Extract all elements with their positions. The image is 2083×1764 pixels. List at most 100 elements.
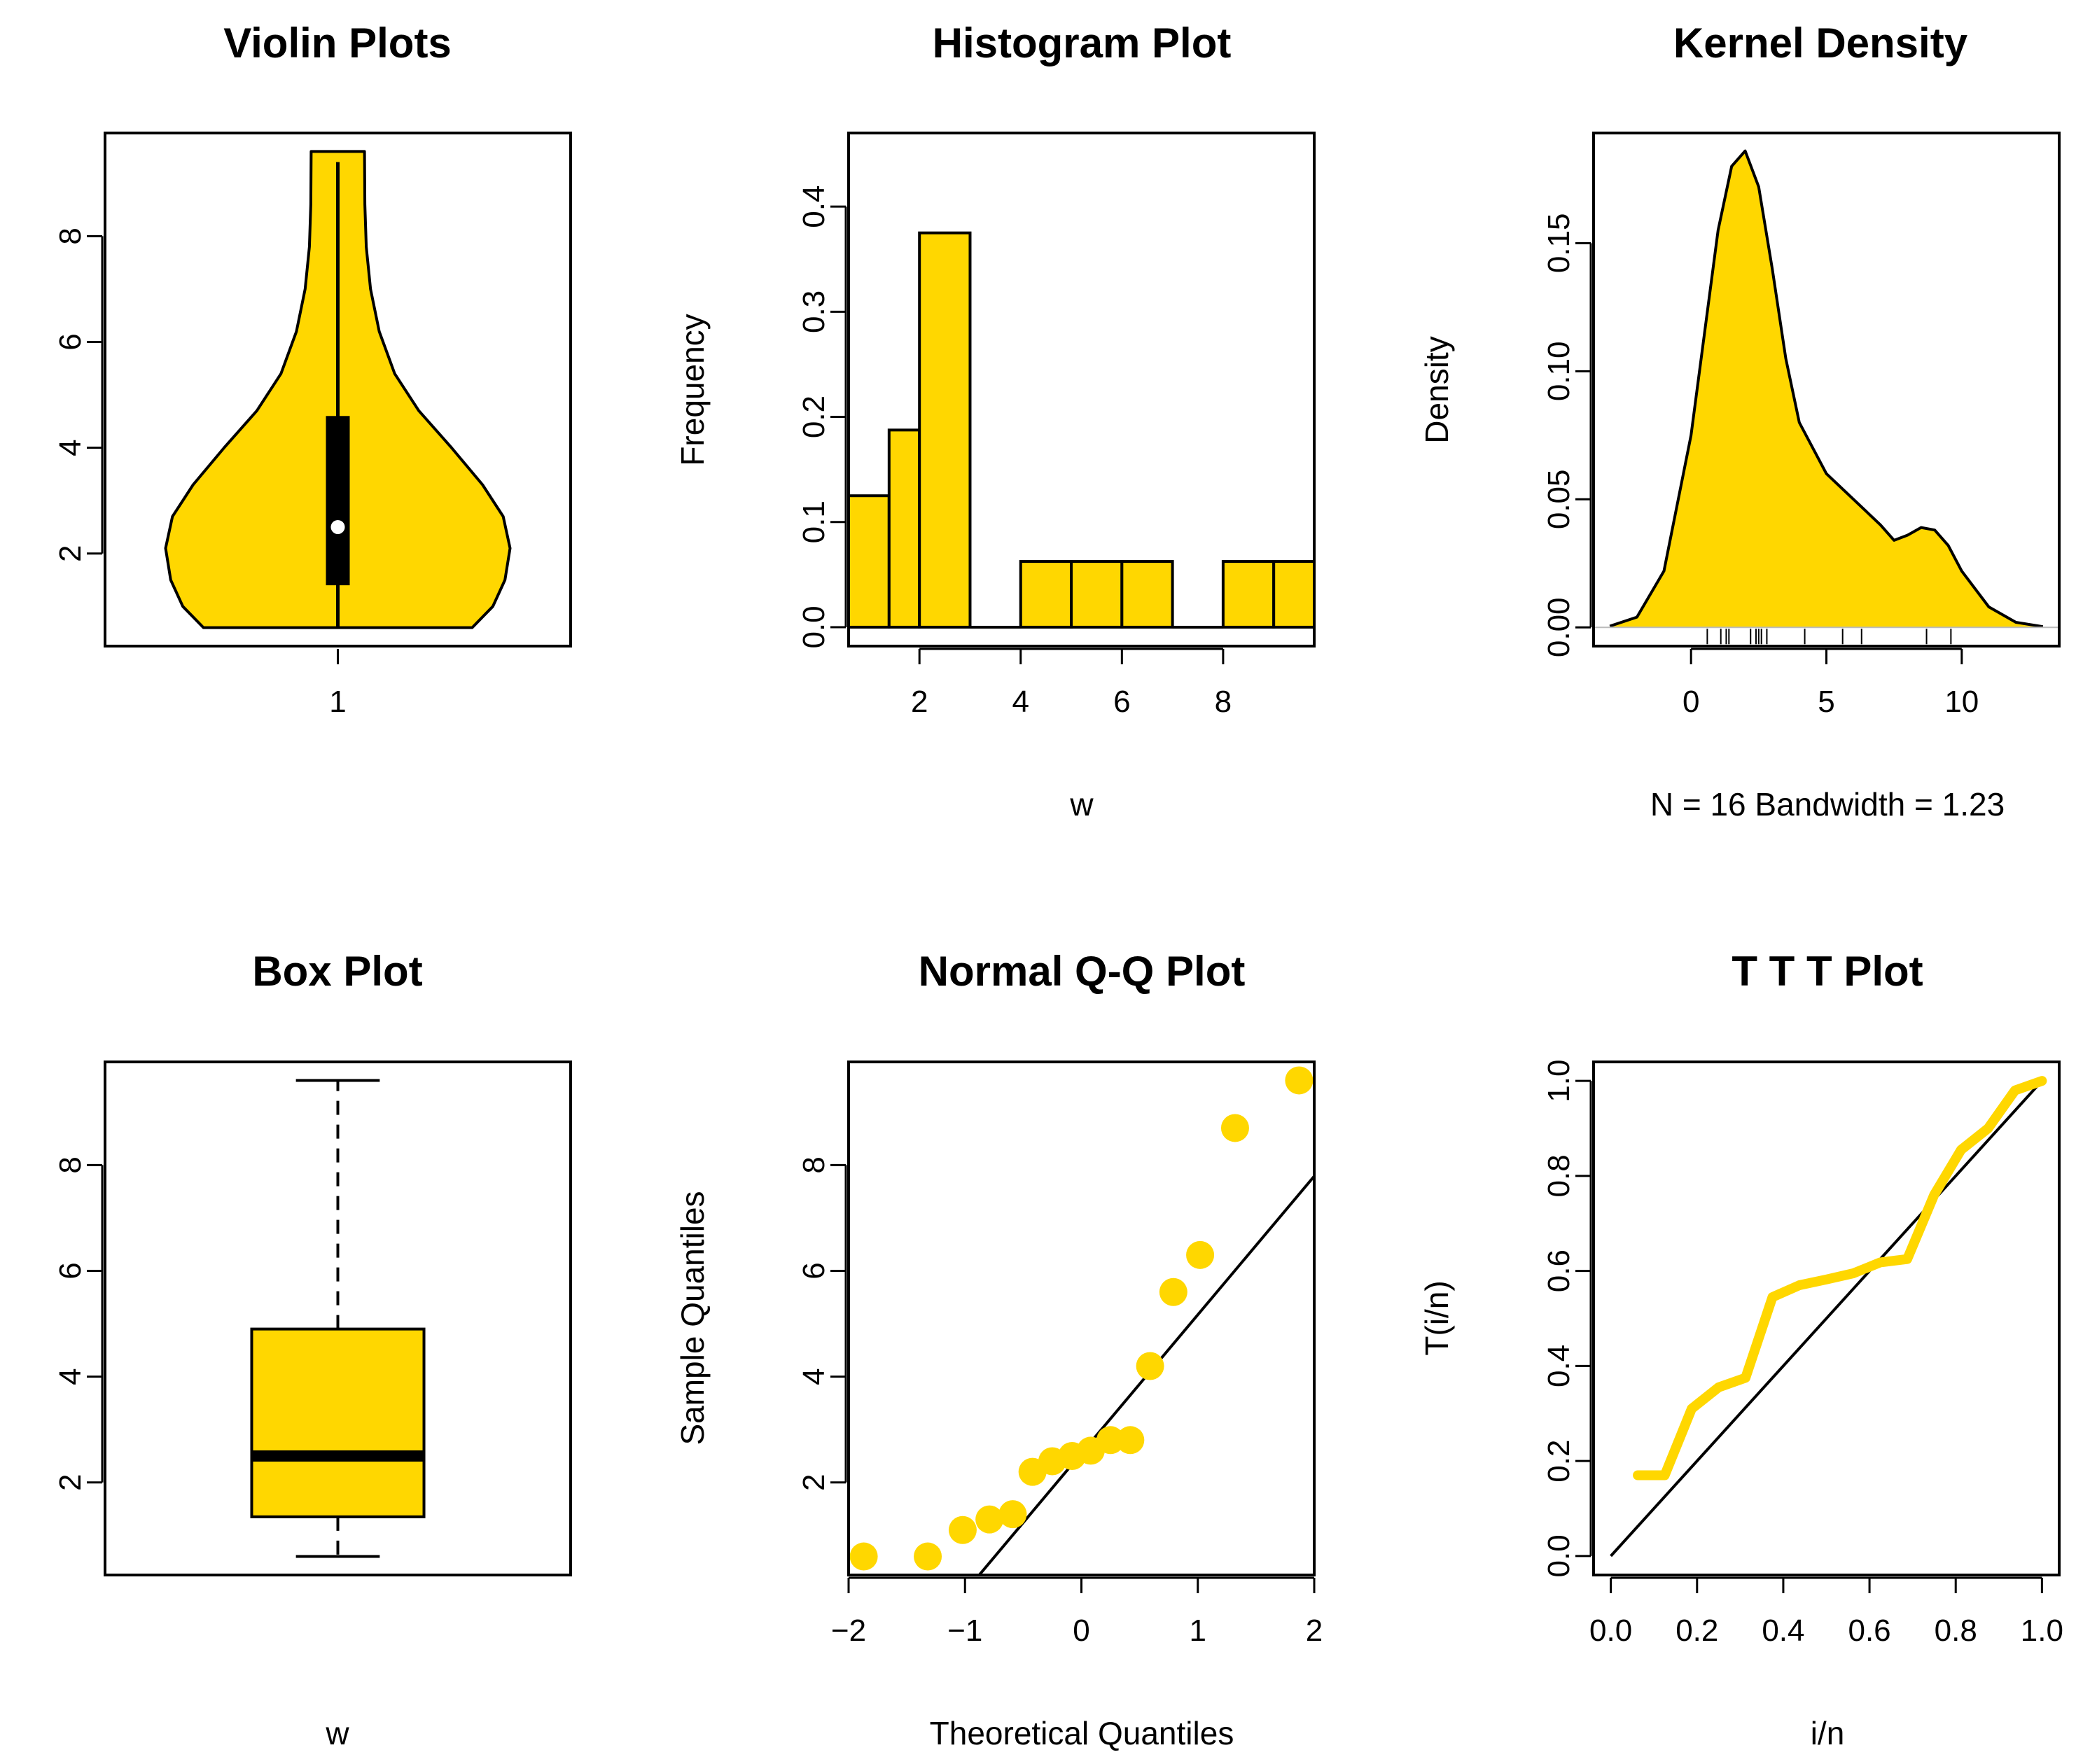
qq-point — [1220, 1114, 1249, 1142]
kde-x-tick-label: 10 — [1944, 685, 1979, 719]
violin-y-tick-label: 6 — [53, 333, 88, 350]
qq-point — [1116, 1426, 1145, 1455]
kde-y-tick-label: 0.00 — [1542, 597, 1576, 657]
kde-x-axis: 0 5 10 — [1683, 648, 1979, 719]
histogram-bar — [1070, 560, 1124, 629]
histogram-y-tick-label: 0.0 — [797, 606, 831, 648]
histogram-y-tick-label: 0.3 — [797, 290, 831, 333]
histogram-title: Histogram Plot — [933, 20, 1232, 66]
kde-y-tick-label: 0.10 — [1542, 342, 1576, 402]
ttt-x-label: i/n — [1811, 1715, 1845, 1751]
histogram-y-tick-label: 0.2 — [797, 396, 831, 438]
boxplot-box — [250, 1327, 426, 1518]
qq-point — [914, 1542, 942, 1571]
kde-y-tick-label: 0.05 — [1542, 469, 1576, 529]
ttt-x-tick-label: 0.4 — [1762, 1614, 1804, 1648]
kde-area-fill — [1610, 150, 2043, 628]
qq-point — [948, 1516, 977, 1544]
boxplot-y-tick-label: 4 — [53, 1368, 88, 1385]
qq-x-tick-label: −2 — [831, 1614, 866, 1648]
histogram-bar — [887, 428, 921, 629]
ttt-plot-area — [1610, 1076, 2047, 1558]
histogram-x-tick-label: 2 — [911, 685, 928, 719]
histogram-bar — [1272, 560, 1316, 629]
qq-x-tick-label: 0 — [1073, 1614, 1089, 1648]
histogram-panel: Histogram Plot Frequency w 0.00.10.20.30… — [674, 20, 1316, 822]
kde-frame — [1592, 132, 2061, 648]
kde-y-tick-label: 0.15 — [1542, 214, 1576, 274]
qq-panel: Normal Q-Q Plot Sample Quantiles Theoret… — [674, 948, 1323, 1751]
kde-plot-area — [1594, 149, 2059, 645]
violin-median-point — [330, 519, 345, 534]
qq-y-label: Sample Quantiles — [674, 1191, 711, 1445]
histogram-y-label: Frequency — [674, 314, 711, 465]
qq-point — [1096, 1426, 1125, 1455]
boxplot-panel: Box Plot w 2 4 6 8 — [53, 948, 572, 1751]
histogram-x-tick-label: 4 — [1012, 685, 1029, 719]
ttt-y-tick-label: 0.4 — [1542, 1345, 1576, 1387]
boxplot-y-tick-label: 8 — [53, 1156, 88, 1173]
histogram-x-tick-label: 6 — [1113, 685, 1130, 719]
qq-y-axis: 2 4 6 8 — [797, 1156, 847, 1491]
ttt-x-tick-label: 0.2 — [1676, 1614, 1718, 1648]
qq-x-label: Theoretical Quantiles — [930, 1715, 1234, 1751]
histogram-x-label: w — [1069, 786, 1094, 822]
qq-x-tick-label: 1 — [1190, 1614, 1206, 1648]
violin-x-tick-label: 1 — [329, 685, 346, 719]
histogram-frame — [847, 132, 1316, 648]
violin-title: Violin Plots — [223, 20, 452, 66]
ttt-y-tick-label: 0.8 — [1542, 1154, 1576, 1197]
ttt-y-tick-label: 1.0 — [1542, 1060, 1576, 1102]
kde-y-axis: 0.00 0.05 0.10 0.15 — [1542, 214, 1592, 657]
ttt-panel: T T T Plot T(i/n) i/n 0.0 0.2 0.4 0.6 0.8 1.0… — [1419, 948, 2063, 1751]
histogram-bar — [1120, 560, 1174, 629]
qq-x-tick-label: −1 — [947, 1614, 982, 1648]
boxplot-title: Box Plot — [252, 948, 422, 995]
qq-y-tick-label: 6 — [797, 1262, 831, 1279]
histogram-bar — [847, 494, 891, 629]
boxplot-x-label: w — [325, 1715, 349, 1751]
qq-x-axis: −2 −1 0 1 2 — [831, 1576, 1323, 1648]
kde-y-label: Density — [1419, 336, 1455, 443]
qq-point — [849, 1542, 878, 1571]
boxplot-plot-area — [250, 1079, 426, 1558]
histogram-bar — [1221, 560, 1276, 629]
qq-y-tick-label: 2 — [797, 1474, 831, 1491]
kde-x-tick-label: 0 — [1683, 685, 1699, 719]
violin-y-tick-label: 4 — [53, 439, 88, 456]
kde-density-line — [1609, 149, 2044, 629]
ttt-y-tick-label: 0.6 — [1542, 1250, 1576, 1292]
ttt-y-tick-label: 0.2 — [1542, 1440, 1576, 1483]
violin-y-tick-label: 2 — [53, 545, 88, 562]
kde-x-label: N = 16 Bandwidth = 1.23 — [1650, 786, 2005, 822]
histogram-x-tick-label: 8 — [1215, 685, 1232, 719]
histogram-bar — [918, 231, 972, 629]
ttt-y-label: T(i/n) — [1419, 1280, 1455, 1355]
qq-point — [998, 1500, 1027, 1529]
ttt-x-tick-label: 0.6 — [1848, 1614, 1890, 1648]
qq-title: Normal Q-Q Plot — [919, 948, 1246, 995]
kde-panel: Kernel Density Density N = 16 Bandwidth … — [1419, 20, 2061, 822]
violin-x-axis: 1 — [329, 649, 347, 719]
ttt-y-axis: 0.0 0.2 0.4 0.6 0.8 1.0 — [1542, 1060, 1592, 1577]
violin-panel: Violin Plots 2 4 6 8 1 — [53, 20, 572, 719]
ttt-y-tick-label: 0.0 — [1542, 1534, 1576, 1577]
ttt-x-tick-label: 0.8 — [1935, 1614, 1977, 1648]
ttt-curve — [1633, 1076, 2047, 1480]
boxplot-y-axis: 2 4 6 8 — [53, 1156, 104, 1491]
histogram-plot-area — [847, 231, 1316, 629]
qq-y-tick-label: 8 — [797, 1156, 831, 1173]
histogram-x-axis: 2 4 6 8 — [911, 648, 1232, 719]
qq-point — [1136, 1352, 1164, 1380]
qq-point — [1186, 1240, 1215, 1269]
qq-y-tick-label: 4 — [797, 1368, 831, 1385]
violin-y-axis: 2 4 6 8 — [53, 227, 104, 562]
violin-box — [326, 416, 350, 586]
qq-frame — [847, 1060, 1316, 1576]
histogram-y-tick-label: 0.4 — [797, 186, 831, 228]
qq-point — [1159, 1278, 1187, 1306]
kde-x-tick-label: 5 — [1818, 685, 1834, 719]
kde-title: Kernel Density — [1673, 20, 1968, 66]
ttt-x-tick-label: 1.0 — [2021, 1614, 2063, 1648]
